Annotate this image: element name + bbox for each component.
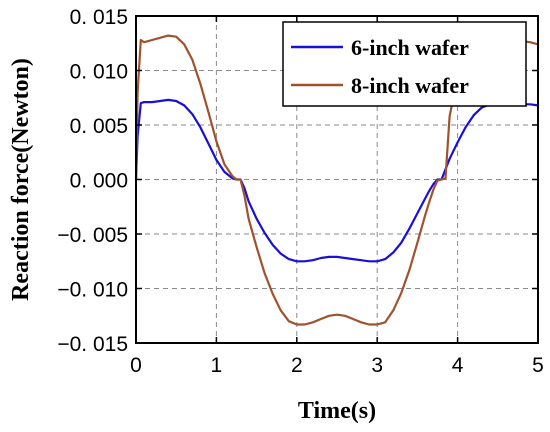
y-tick-label: 0. 010 (70, 61, 128, 84)
y-tick-label: −0. 015 (57, 333, 128, 356)
legend-box (282, 21, 527, 107)
legend-entry: 6-inch wafer (351, 35, 469, 60)
legend-entry: 8-inch wafer (351, 73, 469, 98)
y-tick-label: −0. 010 (57, 279, 128, 302)
x-tick-label: 1 (211, 354, 223, 377)
y-axis-label: Reaction force(Newton) (8, 58, 34, 301)
axis-ticks: 0 1 2 3 4 5 0. 015 0. 010 0. 005 0. 000 −0. 005 −0.… (57, 6, 544, 377)
y-tick-label: −0. 005 (57, 224, 128, 247)
x-tick-label: 5 (532, 354, 544, 377)
x-tick-label: 2 (291, 354, 303, 377)
x-axis-label: Time(s) (298, 398, 376, 424)
legend: 6-inch wafer 8-inch wafer (282, 21, 527, 107)
y-tick-label: 0. 000 (70, 170, 128, 193)
y-tick-label: 0. 015 (70, 6, 128, 29)
series-line-1 (134, 98, 539, 263)
x-tick-label: 4 (452, 354, 464, 377)
x-tick-label: 3 (371, 354, 383, 377)
x-tick-label: 0 (130, 354, 142, 377)
y-tick-label: 0. 005 (70, 115, 128, 138)
